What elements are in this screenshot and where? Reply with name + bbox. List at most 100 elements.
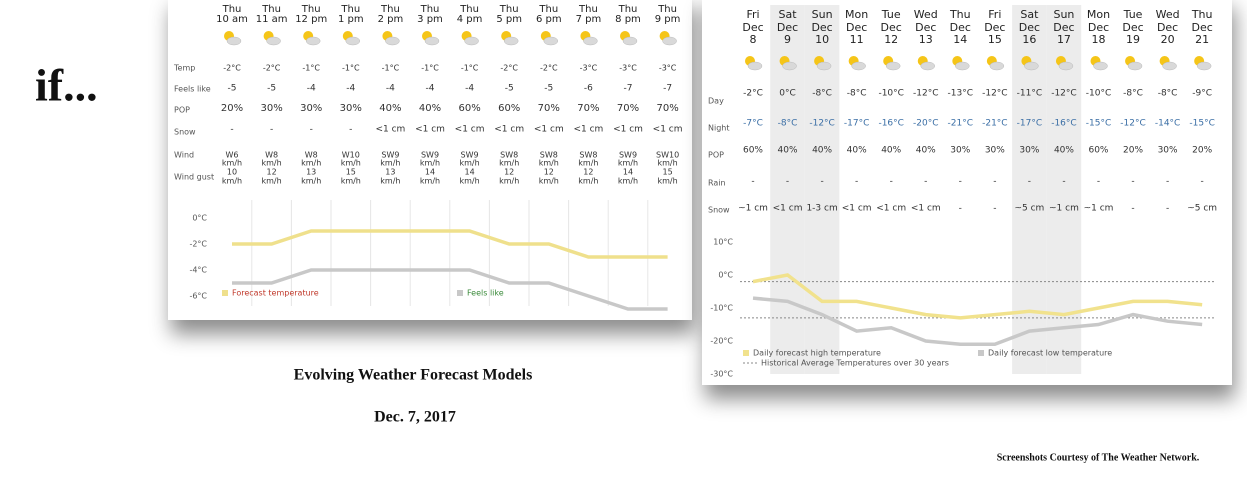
snow: 1-3 cm <box>806 204 837 214</box>
column-time: 4 pm <box>457 14 483 25</box>
column-month: Dec <box>915 21 936 34</box>
rain: - <box>993 177 996 187</box>
rain: - <box>751 177 754 187</box>
weather-icon <box>543 36 559 46</box>
y-tick-label: -6°C <box>189 292 207 301</box>
snow: - <box>959 204 962 214</box>
temp: -2°C <box>223 64 241 73</box>
snow: <1 cm <box>613 125 643 135</box>
column-day: Thu <box>459 4 479 15</box>
pop: 30% <box>1019 146 1039 156</box>
rain: - <box>1062 177 1065 187</box>
weather-icon <box>1058 61 1074 71</box>
column-day: 14 <box>953 33 967 46</box>
temp: -2°C <box>540 64 558 73</box>
weather-icon <box>583 36 598 46</box>
temp: -1°C <box>421 64 439 73</box>
wind-unit: km/h <box>301 177 321 186</box>
column-weekday: Mon <box>845 8 868 21</box>
column-time: 1 pm <box>338 14 364 25</box>
weather-icon <box>622 36 638 46</box>
wind-unit: km/h <box>420 159 440 168</box>
column-month: Dec <box>950 21 971 34</box>
column-day: 8 <box>750 33 757 46</box>
pop: 30% <box>260 103 282 114</box>
feels-like: -7 <box>663 84 672 94</box>
column-day: 21 <box>1195 33 1209 46</box>
day-temp: -10°C <box>878 89 903 99</box>
wind-unit: km/h <box>380 177 400 186</box>
temp: -2°C <box>263 64 281 73</box>
snow: <1 cm <box>773 204 803 214</box>
column-day: Thu <box>340 4 360 15</box>
day-temp: -12°C <box>982 89 1007 99</box>
wind-gust: 12 <box>267 168 277 177</box>
y-tick-label: 0°C <box>718 271 733 280</box>
row-label: Day <box>708 97 724 106</box>
wind: W10 <box>342 151 360 160</box>
row-label: POP <box>708 151 724 160</box>
y-tick-label: -10°C <box>710 304 733 313</box>
row-label: Wind gust <box>174 173 214 182</box>
column-month: Dec <box>1053 21 1074 34</box>
pop: 70% <box>538 103 560 114</box>
weather-icon <box>989 61 1005 71</box>
snow: ~1 cm <box>738 204 768 214</box>
column-day: 16 <box>1022 33 1036 46</box>
rain: - <box>855 177 858 187</box>
series-line <box>232 268 668 311</box>
temp: -1°C <box>302 64 320 73</box>
rain: - <box>890 177 893 187</box>
weather-icon <box>1093 61 1108 71</box>
day-temp: -8°C <box>1123 89 1143 99</box>
pop: 30% <box>1158 146 1178 156</box>
weather-icon <box>747 61 763 71</box>
rain: - <box>1097 177 1100 187</box>
weather-icon <box>424 36 440 46</box>
feels-like: -6 <box>584 84 593 94</box>
column-month: Dec <box>881 21 902 34</box>
snow: - <box>1166 204 1169 214</box>
day-temp: -2°C <box>743 89 763 99</box>
weather-icon <box>503 36 519 46</box>
date: Dec. 7, 2017 <box>374 409 456 426</box>
column-weekday: Tue <box>1123 8 1143 21</box>
pop: 70% <box>577 103 599 114</box>
wind-unit: km/h <box>539 177 559 186</box>
legend-label: Feels like <box>467 289 504 298</box>
night-temp: -21°C <box>948 119 973 129</box>
column-month: Dec <box>1088 21 1109 34</box>
day-temp: -13°C <box>948 89 973 99</box>
row-label: Snow <box>174 128 196 137</box>
wind-unit: km/h <box>380 159 400 168</box>
wind-gust: 15 <box>663 168 673 177</box>
wind-gust: 10 <box>227 168 237 177</box>
weather-icon <box>1162 61 1177 71</box>
column-day: 12 <box>884 33 898 46</box>
wind-unit: km/h <box>341 159 361 168</box>
heading: if... <box>35 60 98 111</box>
weather-icon <box>782 61 797 71</box>
night-temp: -14°C <box>1155 119 1180 129</box>
column-weekday: Mon <box>1087 8 1110 21</box>
wind-gust: 13 <box>385 168 395 177</box>
column-weekday: Fri <box>988 8 1001 21</box>
wind: SW8 <box>579 151 597 160</box>
column-month: Dec <box>1122 21 1143 34</box>
legend-label: Daily forecast low temperature <box>988 349 1112 358</box>
wind: SW9 <box>619 151 637 160</box>
snow: <1 cm <box>911 204 941 214</box>
snow: ~5 cm <box>1187 204 1217 214</box>
column-time: 12 pm <box>295 14 327 25</box>
rain: - <box>786 177 789 187</box>
wind-unit: km/h <box>459 177 479 186</box>
pop: 40% <box>881 146 901 156</box>
column-time: 11 am <box>256 14 288 25</box>
column-day: Thu <box>261 4 281 15</box>
snow: - <box>230 125 233 135</box>
legend-label: Historical Average Temperatures over 30 … <box>761 359 949 368</box>
pop: 60% <box>743 146 763 156</box>
wind-unit: km/h <box>301 159 321 168</box>
wind-unit: km/h <box>578 159 598 168</box>
wind-unit: km/h <box>222 159 242 168</box>
